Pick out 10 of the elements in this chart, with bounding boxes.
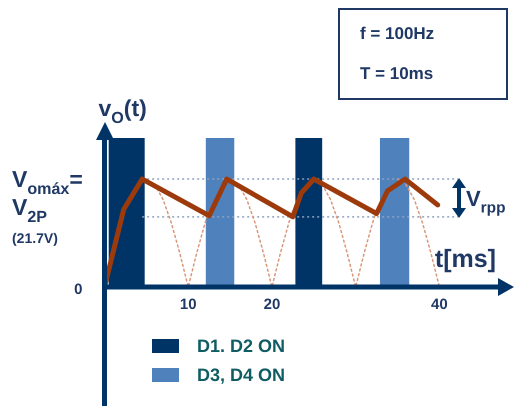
text: f = 100Hz — [360, 24, 434, 44]
text: 0 — [74, 281, 82, 298]
x-tick-label: 40 — [431, 296, 448, 313]
legend-label: D3, D4 ON — [197, 365, 286, 385]
x-tick-label: 10 — [180, 296, 197, 313]
text: T = 10ms — [360, 64, 434, 84]
text: (21.7V) — [12, 230, 58, 246]
x-axis-title: t[ms] — [434, 245, 496, 273]
legend-label: D1. D2 ON — [197, 336, 286, 356]
x-tick-label: 20 — [264, 296, 280, 313]
